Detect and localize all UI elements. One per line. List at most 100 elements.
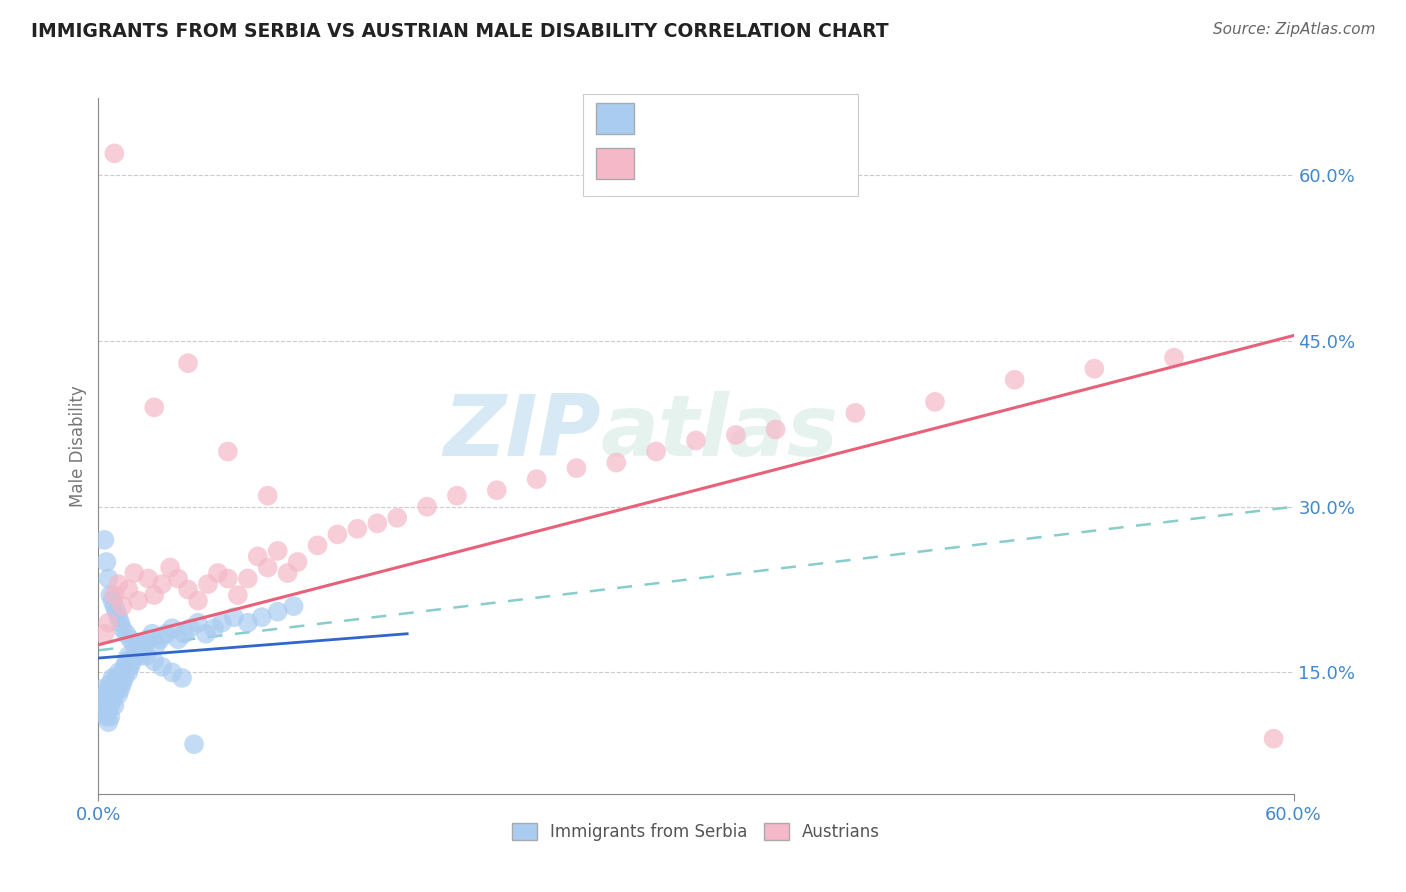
Point: [924, 394, 946, 409]
Point: [645, 444, 668, 458]
Point: [115, 626, 138, 640]
Point: [143, 588, 166, 602]
Point: [446, 489, 468, 503]
Text: ZIP: ZIP: [443, 391, 600, 474]
Point: [110, 615, 132, 630]
Text: IMMIGRANTS FROM SERBIA VS AUSTRIAN MALE DISABILITY CORRELATION CHART: IMMIGRANTS FROM SERBIA VS AUSTRIAN MALE …: [31, 22, 889, 41]
Point: [98, 588, 122, 602]
Point: [103, 146, 125, 161]
Point: [121, 654, 143, 668]
Point: [98, 698, 122, 713]
Point: [124, 638, 146, 652]
Point: [110, 681, 132, 696]
Point: [685, 434, 707, 448]
Text: Source: ZipAtlas.com: Source: ZipAtlas.com: [1212, 22, 1375, 37]
Point: [202, 621, 225, 635]
Point: [187, 615, 209, 630]
Point: [277, 566, 299, 580]
Point: [111, 599, 134, 614]
Point: [112, 671, 135, 685]
Point: [256, 560, 278, 574]
Point: [105, 681, 128, 696]
Point: [96, 709, 118, 723]
Point: [217, 572, 239, 586]
Point: [236, 615, 259, 630]
Point: [127, 593, 149, 607]
Point: [177, 582, 200, 597]
Point: [167, 572, 190, 586]
Point: [117, 582, 139, 597]
Text: atlas: atlas: [600, 391, 838, 474]
Point: [110, 671, 132, 685]
Point: [326, 527, 349, 541]
Point: [211, 615, 233, 630]
Point: [1163, 351, 1185, 365]
Point: [179, 621, 201, 635]
Point: [111, 676, 134, 690]
Point: [98, 709, 122, 723]
Point: [103, 588, 125, 602]
Point: [103, 698, 125, 713]
Point: [195, 626, 218, 640]
Point: [150, 577, 173, 591]
Point: [267, 544, 290, 558]
Point: [283, 599, 305, 614]
Point: [124, 566, 146, 580]
Point: [1083, 361, 1105, 376]
Point: [187, 593, 209, 607]
Point: [107, 577, 129, 591]
Point: [159, 560, 181, 574]
Y-axis label: Male Disability: Male Disability: [69, 385, 87, 507]
Point: [97, 681, 120, 696]
Point: [236, 572, 259, 586]
Point: [173, 626, 195, 640]
Legend: Immigrants from Serbia, Austrians: Immigrants from Serbia, Austrians: [505, 817, 887, 848]
Point: [105, 671, 128, 685]
Point: [143, 654, 166, 668]
Point: [385, 510, 409, 524]
Point: [107, 610, 129, 624]
Point: [107, 676, 129, 690]
Point: [97, 715, 120, 730]
Point: [724, 428, 747, 442]
Point: [145, 638, 167, 652]
Point: [107, 665, 129, 680]
Point: [267, 605, 290, 619]
Point: [526, 472, 548, 486]
Point: [101, 681, 124, 696]
Point: [97, 704, 120, 718]
Point: [91, 681, 114, 696]
Point: [97, 572, 120, 586]
Point: [226, 588, 249, 602]
Point: [96, 555, 118, 569]
Point: [346, 522, 368, 536]
Point: [135, 648, 157, 663]
Point: [197, 577, 219, 591]
Point: [120, 660, 142, 674]
Point: [103, 688, 125, 702]
Point: [844, 406, 866, 420]
Point: [97, 615, 120, 630]
Point: [101, 693, 124, 707]
Text: N = 80: N = 80: [759, 107, 827, 126]
Point: [111, 665, 134, 680]
Point: [93, 533, 115, 547]
Point: [117, 648, 139, 663]
Point: [107, 688, 129, 702]
Point: [98, 688, 122, 702]
Point: [246, 549, 269, 564]
Point: [155, 626, 177, 640]
Point: [307, 538, 329, 552]
Point: [131, 643, 153, 657]
Point: [416, 500, 439, 514]
Point: [120, 632, 142, 647]
Point: [183, 737, 205, 751]
Point: [160, 665, 183, 680]
Point: [115, 654, 138, 668]
Point: [765, 422, 787, 436]
Point: [136, 572, 159, 586]
Point: [93, 693, 115, 707]
Point: [103, 599, 125, 614]
Point: [565, 461, 588, 475]
Point: [217, 444, 239, 458]
